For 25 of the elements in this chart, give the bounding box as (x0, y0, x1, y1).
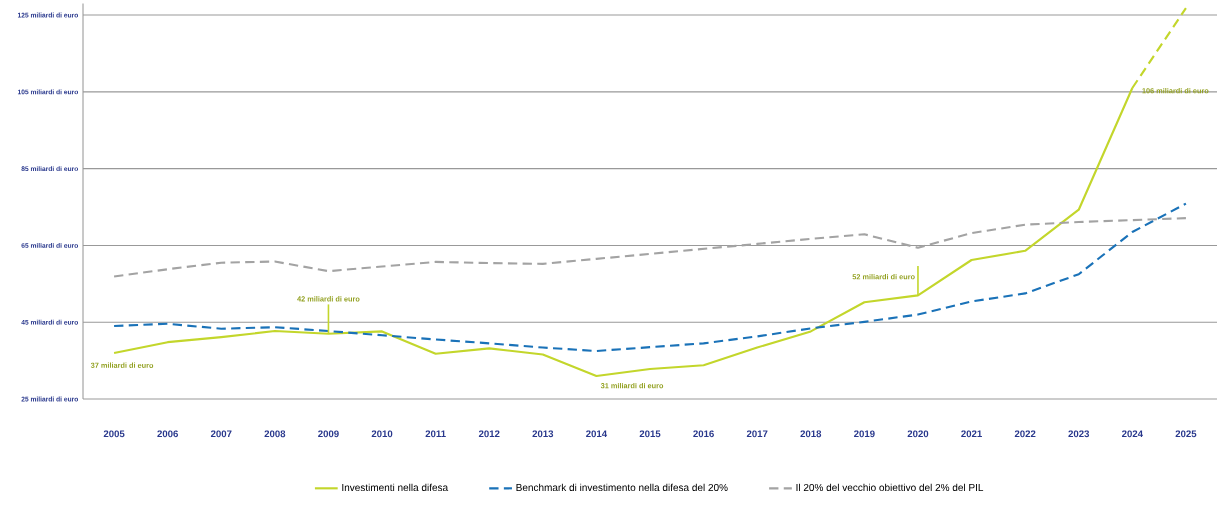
x-tick-label: 2018 (800, 430, 822, 438)
x-tick-label: 2009 (318, 430, 339, 438)
legend-label: Benchmark di investimento nella difesa del 20% (516, 483, 728, 492)
x-tick-label: 2019 (854, 430, 875, 438)
x-tick-label: 2013 (532, 430, 554, 438)
x-tick-label: 2014 (586, 430, 608, 438)
legend-label: Investimenti nella difesa (342, 483, 449, 492)
legend-label: Il 20% del vecchio obiettivo del 2% del PIL (796, 483, 984, 492)
x-tick-label: 2015 (639, 430, 661, 438)
x-tick-label: 2007 (210, 430, 232, 438)
x-tick-label: 2021 (961, 430, 982, 438)
x-tick-label: 2012 (478, 430, 500, 438)
x-tick-label: 2020 (907, 430, 929, 438)
x-tick-label: 2022 (1014, 430, 1036, 438)
x-tick-label: 2005 (103, 430, 125, 438)
x-tick-label: 2024 (1121, 430, 1143, 438)
x-tick-label: 2017 (746, 430, 768, 438)
x-tick-label: 2011 (425, 430, 446, 438)
x-tick-label: 2023 (1068, 430, 1090, 438)
x-tick-label: 2006 (157, 430, 179, 438)
x-tick-label: 2008 (264, 430, 286, 438)
line-series (113, 202, 1187, 353)
x-tick-label: 2010 (371, 430, 393, 438)
x-tick-label: 2025 (1175, 430, 1197, 438)
x-tick-label: 2016 (693, 430, 714, 438)
